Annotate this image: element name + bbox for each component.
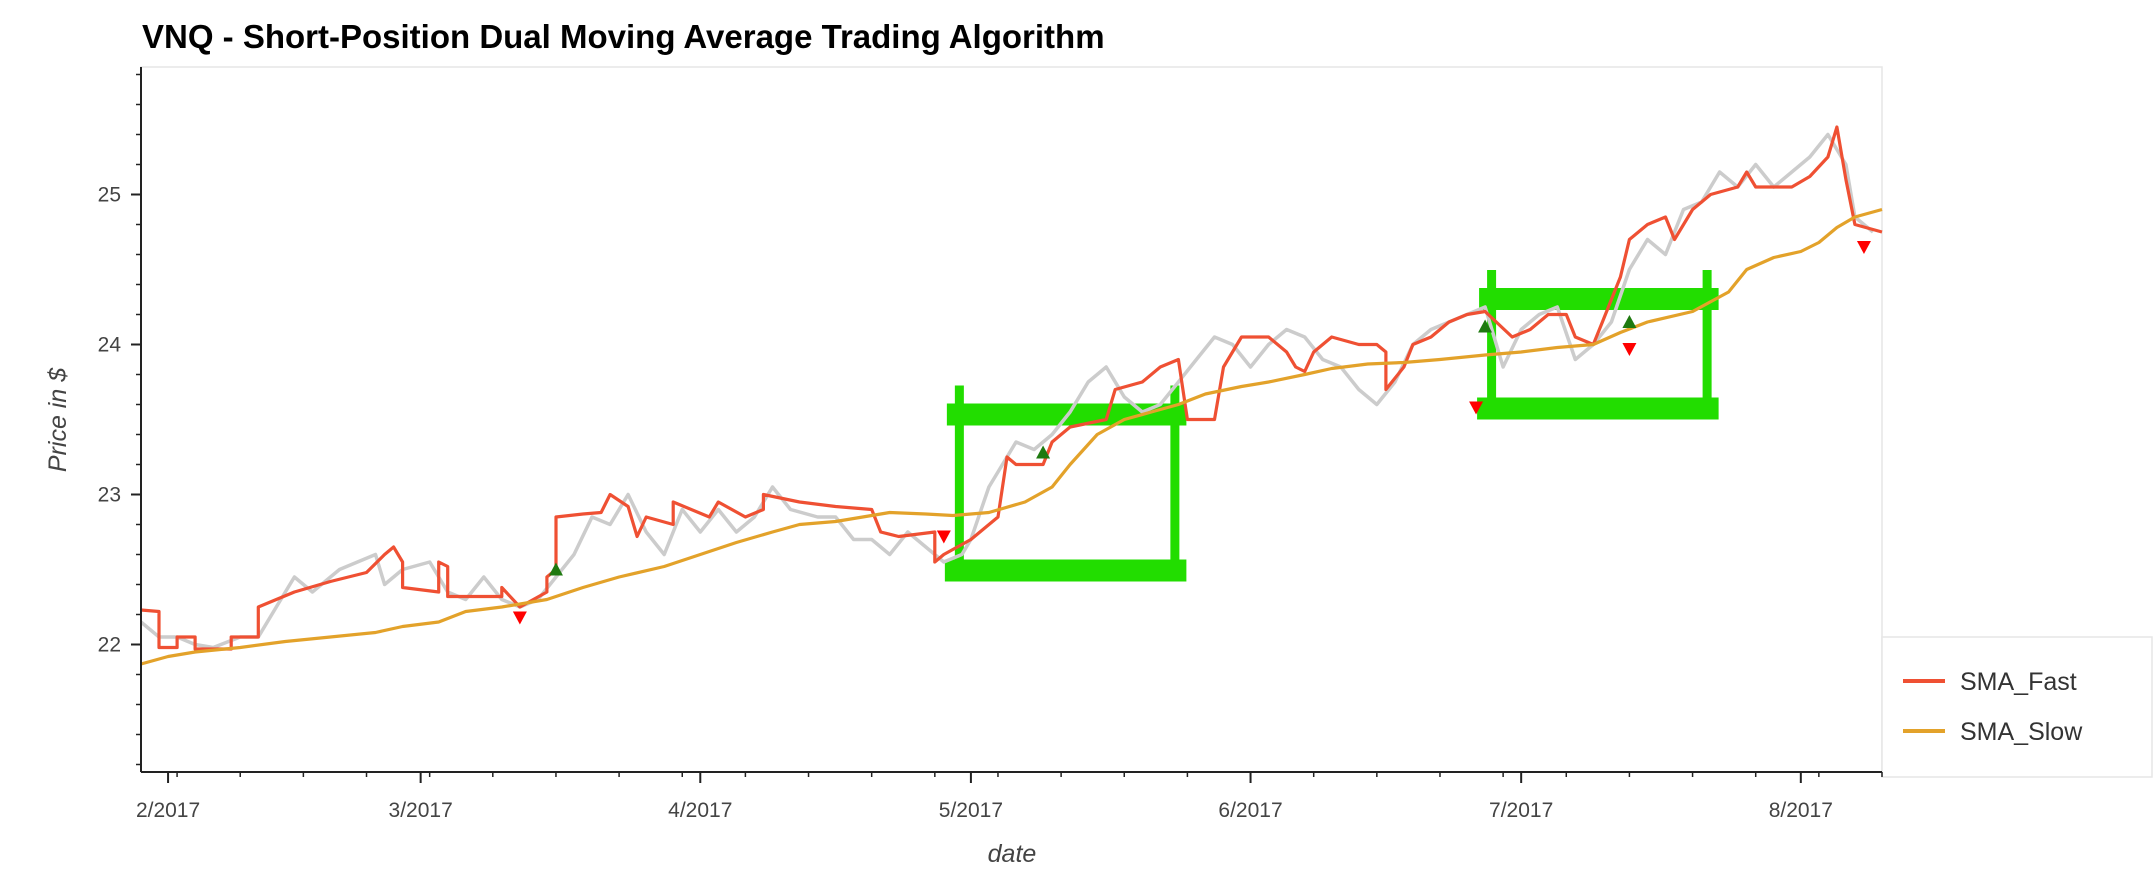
- sell-marker: [512, 611, 527, 625]
- legend: SMA_Fast SMA_Slow: [1903, 668, 2083, 746]
- x-tick-label: 4/2017: [668, 799, 732, 822]
- x-tick-label: 3/2017: [389, 799, 453, 822]
- x-tick-label: 2/2017: [136, 799, 200, 822]
- highlight-box-bottom-bar: [944, 559, 1187, 582]
- y-tick-label: 22: [98, 634, 121, 657]
- series-line-sma-fast: [140, 125, 1883, 651]
- legend-label: SMA_Fast: [1960, 668, 2077, 696]
- legend-label: SMA_Slow: [1960, 718, 2083, 746]
- y-axis: 22 23 24 25: [98, 67, 142, 772]
- y-axis-title: Price in $: [44, 367, 72, 472]
- highlight-box-top-bar: [1479, 288, 1719, 310]
- x-tick-label: 8/2017: [1769, 799, 1833, 822]
- highlight-box-left-bar: [954, 385, 964, 562]
- highlight-box-bottom-bar: [1477, 397, 1719, 420]
- legend-box: [1881, 636, 2153, 778]
- highlight-box-2: [1477, 270, 1719, 420]
- series-layer: [139, 125, 1883, 666]
- x-axis-title: date: [988, 840, 1037, 868]
- marker-layer: [512, 241, 1871, 625]
- buy-marker: [1036, 445, 1051, 459]
- sell-marker: [1856, 241, 1871, 254]
- buy-marker: [1622, 315, 1637, 328]
- x-tick-label: 6/2017: [1218, 799, 1282, 822]
- sell-marker: [936, 530, 951, 544]
- buy-marker: [1478, 319, 1493, 333]
- y-tick-label: 25: [98, 184, 121, 207]
- highlight-box-right-bar: [1170, 385, 1180, 562]
- x-axis: 2/2017 3/2017 4/2017 5/2017 6/2017 7/2017 8/20…: [136, 771, 1883, 822]
- x-tick-label: 7/2017: [1489, 799, 1553, 822]
- buy-marker: [548, 562, 563, 576]
- highlight-box-right-bar: [1702, 270, 1712, 400]
- sell-marker: [1622, 343, 1637, 356]
- highlight-box-left-bar: [1487, 270, 1497, 400]
- sell-marker: [1469, 401, 1484, 415]
- series-line-sma-slow: [140, 207, 1883, 666]
- x-tick-label: 5/2017: [939, 799, 1003, 822]
- chart-title: VNQ - Short-Position Dual Moving Average…: [142, 18, 1105, 55]
- y-tick-label: 24: [98, 334, 122, 357]
- y-tick-label: 23: [98, 484, 121, 507]
